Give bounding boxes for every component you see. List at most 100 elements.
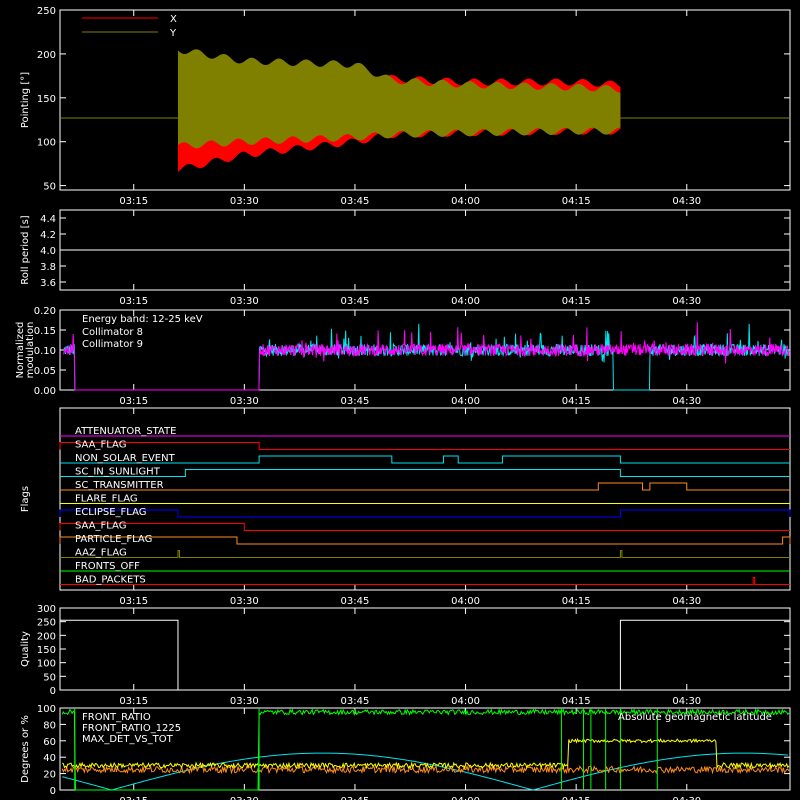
- flag-label: FLARE_FLAG: [75, 494, 138, 505]
- panel-roll: 03:15 03:30 03:45 04:00 04:15 04:30 3.6 3.8 4.0 4…: [20, 209, 791, 307]
- x-tick-label: 03:30: [230, 696, 259, 707]
- flag-line-saa-flag: [59, 523, 790, 531]
- y-axis-label: modulation: [25, 322, 36, 379]
- x-tick-label: 03:30: [230, 396, 259, 407]
- y-tick-label: 50: [43, 672, 56, 683]
- flag-line-aaz-flag: [60, 550, 790, 558]
- x-tick-label: 04:00: [451, 196, 480, 207]
- y-tick-label: 50: [43, 182, 56, 193]
- x-tick-label: 03:15: [119, 696, 148, 707]
- y-tick-label: 0.10: [34, 346, 56, 357]
- x-tick-label: 03:45: [341, 696, 370, 707]
- x-tick-label: 04:30: [672, 196, 701, 207]
- flag-line-bad-packets: [60, 577, 790, 585]
- flag-line-particle-flag: [59, 536, 791, 545]
- legend-label: X: [170, 14, 177, 25]
- y-tick-label: 4.2: [40, 230, 56, 241]
- series-area-y: [177, 49, 621, 149]
- x-tick-label: 03:30: [230, 296, 259, 307]
- x-tick-label: 03:30: [230, 596, 259, 607]
- y-axis-label: Degrees or %: [20, 715, 31, 783]
- x-tick-label: 04:15: [562, 196, 591, 207]
- x-tick-label: 04:30: [672, 596, 701, 607]
- y-tick-label: 0.20: [34, 306, 56, 317]
- x-tick-label: 03:15: [119, 396, 148, 407]
- y-tick-label: 150: [37, 94, 56, 105]
- y-tick-label: 250: [37, 6, 56, 17]
- x-tick-label: 03:15: [119, 796, 148, 800]
- x-tick-label: 03:45: [341, 296, 370, 307]
- x-tick-label: 04:00: [451, 696, 480, 707]
- y-tick-label: 60: [43, 737, 56, 748]
- x-tick-label: 04:15: [562, 696, 591, 707]
- legend-label: Absolute geomagnetic latitude: [618, 712, 772, 723]
- legend-label: FRONT_RATIO: [82, 712, 151, 723]
- y-tick-label: 300: [37, 604, 56, 615]
- y-tick-label: 0.05: [34, 366, 56, 377]
- y-tick-label: 100: [37, 659, 56, 670]
- y-tick-label: 0.15: [34, 326, 56, 337]
- x-tick-label: 03:15: [119, 296, 148, 307]
- x-tick-label: 03:45: [341, 796, 370, 800]
- x-tick-label: 04:00: [451, 296, 480, 307]
- plot-frame: [59, 407, 791, 591]
- panel-front: 03:15 03:30 03:45 04:00 04:15 04:30 0 20 40 60 80 1…: [20, 704, 791, 800]
- y-tick-label: 4.4: [40, 214, 56, 225]
- legend-label: Y: [169, 28, 177, 39]
- energy-band-annotation: Energy band: 12-25 keV: [82, 314, 203, 325]
- y-axis-label: Quality: [20, 631, 31, 667]
- panel-pointing: 03:15 03:30 03:45 04:00 04:15 04:30 50 100 150 20…: [20, 6, 791, 207]
- series-line-front-ratio: [61, 737, 790, 770]
- flag-line-sc-transmitter: [60, 482, 790, 491]
- flag-label: ECLIPSE_FLAG: [75, 507, 146, 518]
- legend-label: Collimator 8: [82, 327, 143, 338]
- x-tick-label: 03:15: [119, 196, 148, 207]
- x-tick-label: 03:30: [230, 196, 259, 207]
- flag-label: AAZ_FLAG: [75, 548, 127, 559]
- series-line-front-ratio-1225: [61, 707, 790, 791]
- y-axis-label: Normalized: [15, 322, 26, 379]
- y-tick-label: 200: [37, 50, 56, 61]
- y-tick-label: 100: [37, 704, 56, 715]
- plot-frame: [59, 707, 791, 791]
- x-tick-label: 04:00: [451, 396, 480, 407]
- legend-label: MAX_DET_VS_TOT: [82, 734, 174, 745]
- flag-line-saa-flag: [59, 442, 790, 450]
- x-tick-label: 04:30: [672, 296, 701, 307]
- x-tick-label: 03:15: [119, 596, 148, 607]
- flag-label: BAD_PACKETS: [75, 575, 146, 586]
- x-tick-label: 04:00: [451, 596, 480, 607]
- y-tick-label: 20: [43, 770, 56, 781]
- y-tick-label: 0: [50, 786, 56, 797]
- y-axis-label: Pointing [°]: [20, 72, 31, 128]
- y-tick-label: 40: [43, 753, 56, 764]
- y-tick-label: 3.6: [40, 278, 56, 289]
- plot-frame: [59, 9, 791, 191]
- y-tick-label: 100: [37, 138, 56, 149]
- quality-line: [60, 619, 790, 691]
- x-tick-label: 04:15: [562, 296, 591, 307]
- flag-label: FRONTS_OFF: [75, 561, 140, 572]
- y-tick-label: 200: [37, 631, 56, 642]
- panel-modulation: 03:15 03:30 03:45 04:00 04:15 04:30 0.00 0.05 0.…: [15, 306, 791, 407]
- legend-label: FRONT_RATIO_1225: [82, 723, 181, 734]
- legend-label: Collimator 9: [82, 339, 143, 350]
- y-axis-label: Flags: [20, 486, 31, 512]
- y-tick-label: 4.0: [40, 246, 56, 257]
- x-tick-label: 03:30: [230, 796, 259, 800]
- series-line-collimator-9: [63, 322, 790, 391]
- y-tick-label: 80: [43, 720, 56, 731]
- y-tick-label: 150: [37, 645, 56, 656]
- flag-label: ATTENUATOR_STATE: [75, 426, 176, 437]
- x-tick-label: 04:15: [562, 596, 591, 607]
- x-tick-label: 04:30: [672, 396, 701, 407]
- x-tick-label: 03:45: [341, 596, 370, 607]
- series-line-max-det-vs-tot: [61, 764, 790, 775]
- flag-label: SC_IN_SUNLIGHT: [75, 467, 161, 478]
- flag-label: SAA_FLAG: [75, 521, 126, 532]
- flag-line-non-solar-event: [60, 455, 790, 464]
- flag-line-sc-in-sunlight: [60, 469, 790, 477]
- y-tick-label: 250: [37, 618, 56, 629]
- y-axis-label: Roll period [s]: [20, 215, 31, 284]
